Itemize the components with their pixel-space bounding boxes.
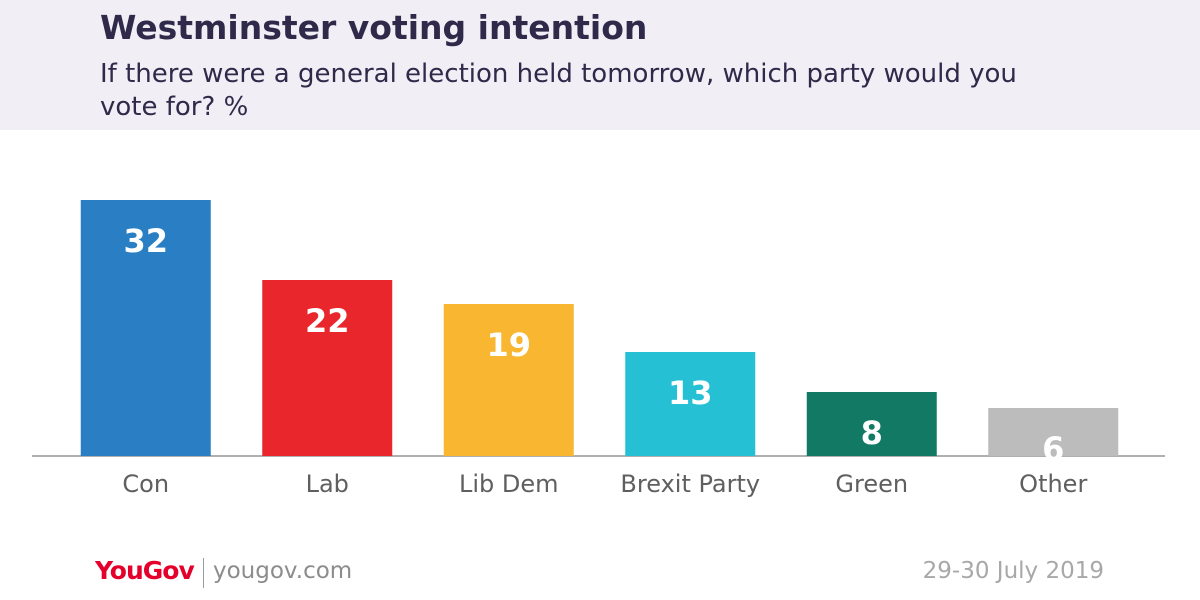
- category-label: Brexit Party: [620, 470, 760, 498]
- data-label: 19: [486, 326, 531, 364]
- bar-brexit-party: [625, 352, 756, 456]
- footer-date: 29-30 July 2019: [922, 558, 1104, 584]
- page-subtitle: If there were a general election held to…: [100, 59, 1017, 122]
- footer-divider: [203, 558, 204, 588]
- data-label: 32: [123, 222, 168, 260]
- category-label: Lab: [306, 470, 349, 498]
- category-label: Con: [122, 470, 169, 498]
- bar-lib-dem: [443, 304, 574, 456]
- bar-con: [80, 200, 211, 456]
- category-label: Lib Dem: [459, 470, 559, 498]
- category-label: Other: [1019, 470, 1087, 498]
- data-label: 13: [668, 374, 713, 412]
- data-label: 8: [861, 414, 883, 452]
- footer-url: yougov.com: [213, 558, 353, 584]
- bar-green: [806, 392, 937, 456]
- data-label: 6: [1042, 430, 1064, 468]
- yougov-logo: YouGov: [95, 556, 195, 585]
- bar-other: [988, 408, 1119, 456]
- bar-lab: [262, 280, 393, 456]
- bar-chart: 32 Con 22 Lab 19 Lib Dem 13 Brexit Party 8 Green 6…: [32, 200, 1165, 498]
- data-label: 22: [305, 302, 350, 340]
- category-label: Green: [835, 470, 908, 498]
- header-band: Westminster voting intention If there we…: [0, 0, 1200, 130]
- page-title: Westminster voting intention: [100, 8, 648, 47]
